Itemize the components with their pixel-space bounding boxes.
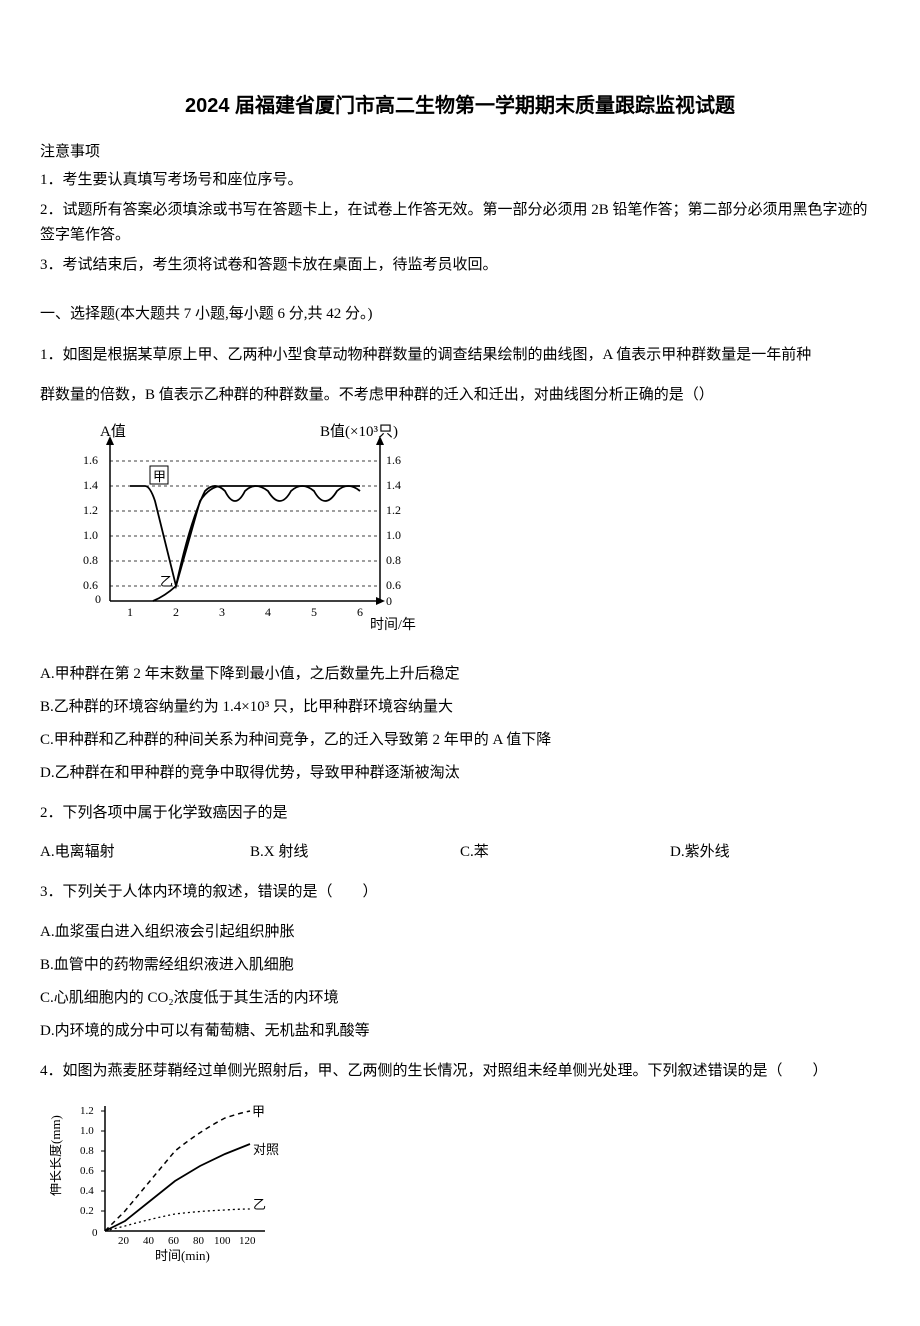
- svg-text:60: 60: [168, 1235, 180, 1247]
- svg-text:5: 5: [311, 605, 317, 619]
- svg-text:伸长长度(mm): 伸长长度(mm): [50, 1115, 63, 1196]
- svg-text:6: 6: [357, 605, 363, 619]
- svg-text:时间/年: 时间/年: [370, 617, 416, 631]
- svg-text:0.6: 0.6: [83, 578, 98, 592]
- svg-text:4: 4: [265, 605, 271, 619]
- notice-item-1: 1．考生要认真填写考场号和座位序号。: [40, 168, 880, 194]
- svg-text:3: 3: [219, 605, 225, 619]
- q3-option-a: A.血浆蛋白进入组织液会引起组织肿胀: [40, 916, 880, 949]
- q2-option-c: C.苯: [460, 837, 670, 869]
- svg-text:120: 120: [239, 1235, 256, 1247]
- section-1-header: 一、选择题(本大题共 7 小题,每小题 6 分,共 42 分。): [40, 302, 880, 326]
- svg-text:1.0: 1.0: [83, 528, 98, 542]
- question-3: 3．下列关于人体内环境的叙述，错误的是（ ） A.血浆蛋白进入组织液会引起组织肿…: [40, 877, 880, 1049]
- q2-text: 2．下列各项中属于化学致癌因子的是: [40, 798, 880, 830]
- svg-text:0.6: 0.6: [80, 1165, 94, 1177]
- svg-text:0.8: 0.8: [80, 1145, 94, 1157]
- svg-text:1: 1: [127, 605, 133, 619]
- svg-text:0.6: 0.6: [386, 578, 401, 592]
- q3-text: 3．下列关于人体内环境的叙述，错误的是（ ）: [40, 877, 880, 909]
- svg-text:100: 100: [214, 1235, 231, 1247]
- chart-ylabel-right: B值(×10³只): [320, 423, 398, 440]
- svg-text:80: 80: [193, 1235, 205, 1247]
- q1-text-line1: 1．如图是根据某草原上甲、乙两种小型食草动物种群数量的调查结果绘制的曲线图，A …: [40, 340, 880, 372]
- svg-text:0.8: 0.8: [83, 553, 98, 567]
- svg-text:甲: 甲: [252, 1104, 265, 1119]
- question-4: 4．如图为燕麦胚芽鞘经过单侧光照射后，甲、乙两侧的生长情况，对照组未经单侧光处理…: [40, 1056, 880, 1278]
- svg-text:0.4: 0.4: [80, 1185, 94, 1197]
- q1-text-line2: 群数量的倍数，B 值表示乙种群的种群数量。不考虑甲种群的迁入和迁出，对曲线图分析…: [40, 380, 880, 412]
- svg-text:1.6: 1.6: [386, 453, 401, 467]
- svg-text:甲: 甲: [153, 469, 166, 484]
- notice-item-2: 2．试题所有答案必须填涂或书写在答题卡上，在试卷上作答无效。第一部分必须用 2B…: [40, 198, 880, 249]
- q1-option-b: B.乙种群的环境容纳量约为 1.4×10³ 只，比甲种群环境容纳量大: [40, 691, 880, 724]
- q4-text: 4．如图为燕麦胚芽鞘经过单侧光照射后，甲、乙两侧的生长情况，对照组未经单侧光处理…: [40, 1056, 880, 1088]
- svg-text:20: 20: [118, 1235, 130, 1247]
- svg-text:乙: 乙: [253, 1197, 266, 1212]
- q3-option-d: D.内环境的成分中可以有葡萄糖、无机盐和乳酸等: [40, 1015, 880, 1048]
- svg-text:1.0: 1.0: [80, 1125, 94, 1137]
- q2-option-b: B.X 射线: [250, 837, 460, 869]
- svg-text:1.0: 1.0: [386, 528, 401, 542]
- q1-option-a: A.甲种群在第 2 年末数量下降到最小值，之后数量先上升后稳定: [40, 658, 880, 691]
- question-2: 2．下列各项中属于化学致癌因子的是 A.电离辐射 B.X 射线 C.苯 D.紫外…: [40, 798, 880, 869]
- q1-option-c: C.甲种群和乙种群的种间关系为种间竞争，乙的迁入导致第 2 年甲的 A 值下降: [40, 724, 880, 757]
- svg-text:0.2: 0.2: [80, 1205, 94, 1217]
- svg-text:1.2: 1.2: [80, 1105, 94, 1117]
- svg-text:1.2: 1.2: [83, 503, 98, 517]
- q1-chart: A值 B值(×10³只) 1.6 1.4 1.2 1.0 0.8 0.6 0 1…: [50, 421, 880, 644]
- chart-ylabel-left: A值: [100, 423, 126, 440]
- svg-text:1.4: 1.4: [83, 478, 98, 492]
- q4-chart: 伸长长度(mm) 1.2 1.0 0.8 0.6 0.4 0.2 0 20 40…: [50, 1096, 880, 1279]
- notice-item-3: 3．考试结束后，考生须将试卷和答题卡放在桌面上，待监考员收回。: [40, 253, 880, 279]
- svg-text:0: 0: [95, 592, 101, 606]
- svg-text:1.4: 1.4: [386, 478, 401, 492]
- q1-options: A.甲种群在第 2 年末数量下降到最小值，之后数量先上升后稳定 B.乙种群的环境…: [40, 658, 880, 790]
- svg-text:2: 2: [173, 605, 179, 619]
- q3-option-b: B.血管中的药物需经组织液进入肌细胞: [40, 949, 880, 982]
- svg-text:0: 0: [92, 1227, 98, 1239]
- q2-option-a: A.电离辐射: [40, 837, 250, 869]
- q2-options: A.电离辐射 B.X 射线 C.苯 D.紫外线: [40, 837, 880, 869]
- svg-text:对照: 对照: [253, 1142, 279, 1157]
- svg-text:1.2: 1.2: [386, 503, 401, 517]
- svg-text:时间(min): 时间(min): [155, 1248, 210, 1263]
- notice-header: 注意事项: [40, 140, 880, 164]
- question-1: 1．如图是根据某草原上甲、乙两种小型食草动物种群数量的调查结果绘制的曲线图，A …: [40, 340, 880, 790]
- svg-text:0: 0: [386, 594, 392, 608]
- q2-option-d: D.紫外线: [670, 837, 880, 869]
- svg-text:40: 40: [143, 1235, 155, 1247]
- svg-text:0.8: 0.8: [386, 553, 401, 567]
- q3-option-c: C.心肌细胞内的 CO₂浓度低于其生活的内环境: [40, 982, 880, 1015]
- q3-options: A.血浆蛋白进入组织液会引起组织肿胀 B.血管中的药物需经组织液进入肌细胞 C.…: [40, 916, 880, 1048]
- svg-text:乙: 乙: [160, 574, 173, 589]
- q1-option-d: D.乙种群在和甲种群的竞争中取得优势，导致甲种群逐渐被淘汰: [40, 757, 880, 790]
- page-title: 2024 届福建省厦门市高二生物第一学期期末质量跟踪监视试题: [40, 90, 880, 122]
- svg-text:1.6: 1.6: [83, 453, 98, 467]
